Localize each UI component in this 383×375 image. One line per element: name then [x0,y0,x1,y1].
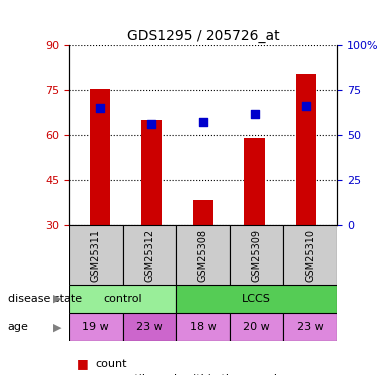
Text: count: count [96,359,127,369]
Point [148,121,154,127]
Bar [230,313,283,341]
Text: disease state: disease state [8,294,82,304]
Text: 19 w: 19 w [82,322,109,332]
Text: 23 w: 23 w [136,322,163,332]
Bar [283,225,337,285]
Bar [176,225,230,285]
Text: age: age [8,322,29,332]
Bar [90,88,110,225]
Point [252,111,258,117]
Bar [230,225,283,285]
Bar [193,200,213,225]
Bar [69,225,123,285]
Point [303,103,309,109]
Text: ▶: ▶ [53,322,61,332]
Text: percentile rank within the sample: percentile rank within the sample [96,374,284,375]
Bar [176,313,230,341]
Bar [296,74,316,225]
Text: ■: ■ [77,372,88,375]
Text: 18 w: 18 w [190,322,216,332]
Text: GSM25310: GSM25310 [305,228,315,282]
Text: GSM25312: GSM25312 [144,228,154,282]
Text: control: control [103,294,142,304]
Text: GSM25308: GSM25308 [198,228,208,282]
Text: LCCS: LCCS [242,294,271,304]
Bar [283,313,337,341]
Bar [123,313,176,341]
Point [97,105,103,111]
Text: ■: ■ [77,357,88,370]
Bar [69,313,123,341]
Bar [176,285,337,313]
Text: 20 w: 20 w [243,322,270,332]
Bar [244,138,265,225]
Text: 23 w: 23 w [297,322,324,332]
Bar [69,285,176,313]
Text: ▶: ▶ [53,294,61,304]
Text: GSM25309: GSM25309 [252,228,262,282]
Bar [123,225,176,285]
Point [200,118,206,124]
Bar [141,120,162,225]
Text: GSM25311: GSM25311 [91,228,101,282]
Title: GDS1295 / 205726_at: GDS1295 / 205726_at [127,28,279,43]
